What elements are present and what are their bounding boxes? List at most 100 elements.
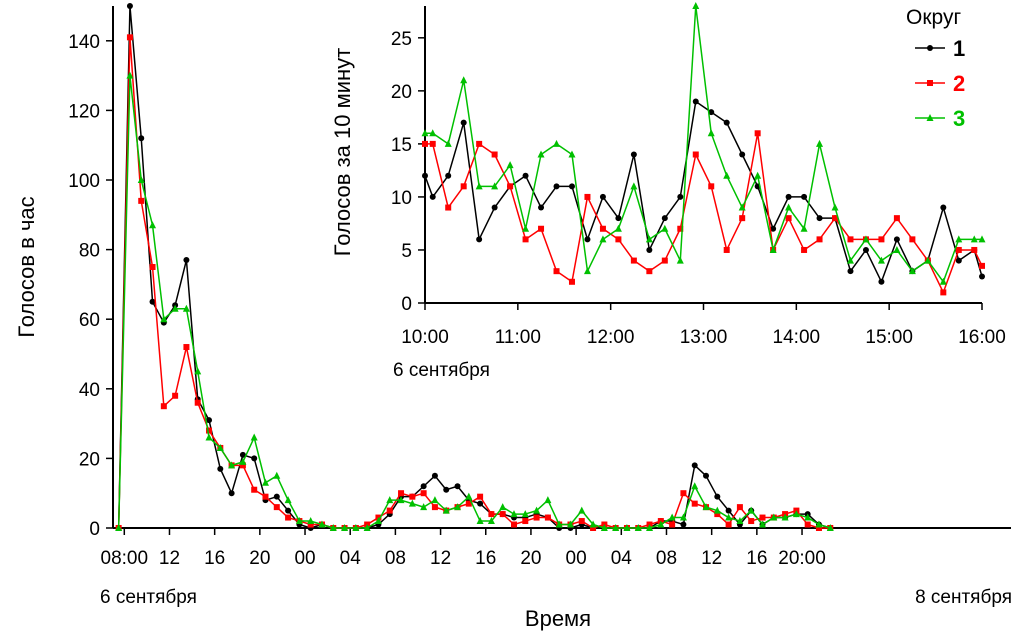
- main-data-point-1: [443, 486, 450, 493]
- inset-data-point-1: [460, 119, 467, 126]
- main-data-point-3: [555, 520, 563, 528]
- main-data-point-3: [149, 221, 157, 229]
- main-data-point-2: [522, 518, 529, 525]
- inset-data-point-2: [801, 246, 808, 253]
- inset-data-point-3: [816, 139, 824, 147]
- inset-data-point-2: [661, 257, 668, 264]
- inset-data-point-1: [584, 236, 591, 243]
- inset-data-point-3: [692, 2, 700, 9]
- main-y-tick-label: 60: [79, 310, 100, 331]
- inset-data-point-3: [754, 171, 762, 179]
- main-data-point-1: [126, 3, 133, 9]
- inset-data-point-3: [460, 76, 468, 84]
- main-data-point-1: [454, 483, 461, 490]
- inset-data-point-1: [522, 172, 529, 179]
- inset-data-point-3: [475, 182, 483, 190]
- main-data-point-3: [781, 513, 789, 521]
- main-x-tick-label: 20:00: [778, 548, 826, 569]
- inset-data-point-3: [978, 235, 986, 243]
- inset-data-point-2: [476, 140, 483, 147]
- main-data-point-2: [714, 511, 721, 518]
- main-data-point-3: [679, 513, 687, 521]
- main-data-point-3: [171, 304, 179, 312]
- main-data-point-3: [725, 513, 733, 521]
- inset-data-point-2: [940, 289, 947, 296]
- main-data-point-3: [205, 433, 213, 441]
- main-data-point-2: [499, 511, 506, 518]
- inset-data-point-3: [862, 235, 870, 243]
- inset-data-point-3: [645, 235, 653, 243]
- inset-data-point-3: [537, 150, 545, 158]
- inset-data-point-1: [940, 204, 947, 211]
- inset-y-tick-label: 0: [401, 294, 412, 315]
- main-data-point-3: [668, 513, 676, 521]
- main-y-tick-label: 100: [68, 171, 100, 192]
- main-data-point-3: [352, 524, 360, 531]
- main-data-point-3: [487, 517, 495, 525]
- inset-data-point-1: [739, 151, 746, 158]
- main-data-point-3: [239, 457, 247, 465]
- main-data-point-3: [770, 513, 778, 521]
- main-data-point-3: [250, 433, 258, 441]
- inset-data-point-3: [506, 161, 514, 169]
- main-y-tick-label: 80: [79, 241, 100, 262]
- inset-data-point-2: [507, 183, 514, 190]
- main-data-point-2: [126, 34, 133, 41]
- inset-x-tick-label: 16:00: [958, 327, 1006, 348]
- main-data-point-3: [454, 503, 462, 511]
- inset-data-point-1: [538, 204, 545, 211]
- main-x-axis-title: Время: [525, 606, 591, 631]
- main-x-tick-label: 16: [204, 548, 225, 569]
- main-series-line-1: [117, 5, 831, 529]
- inset-data-point-3: [429, 129, 437, 137]
- main-data-point-3: [792, 510, 800, 518]
- inset-data-point-1: [599, 193, 606, 200]
- inset-data-point-2: [445, 204, 452, 211]
- inset-data-point-2: [429, 140, 436, 147]
- main-data-point-1: [691, 462, 698, 469]
- inset-data-point-1: [847, 268, 854, 275]
- main-data-point-3: [702, 503, 710, 511]
- inset-data-point-1: [568, 183, 575, 190]
- inset-chart: 0 5 10 15 20 25 10:00 11:00 12:00 13:00 14:00 15:00…: [320, 0, 1016, 385]
- main-data-point-1: [703, 472, 710, 479]
- inset-data-point-1: [708, 109, 715, 116]
- inset-data-point-3: [924, 256, 932, 264]
- legend: Округ 1 2 3: [906, 6, 965, 131]
- main-data-point-1: [725, 507, 732, 514]
- main-x-tick-label: 12: [159, 548, 180, 569]
- main-data-point-3: [442, 506, 450, 514]
- main-data-point-2: [431, 504, 438, 511]
- main-data-point-2: [206, 427, 213, 434]
- main-data-point-3: [465, 492, 473, 500]
- legend-label-3: 3: [953, 106, 965, 131]
- inset-data-point-2: [422, 140, 428, 147]
- main-data-point-3: [228, 461, 236, 469]
- inset-data-point-1: [491, 204, 498, 211]
- legend-marker-3: [926, 114, 934, 121]
- main-data-point-3: [589, 520, 597, 528]
- inset-data-point-2: [847, 236, 854, 243]
- main-x-tick-label: 16: [475, 548, 496, 569]
- main-data-point-2: [172, 392, 179, 399]
- main-data-point-3: [657, 520, 665, 528]
- legend-label-2: 2: [953, 71, 965, 96]
- inset-data-point-3: [661, 224, 669, 232]
- main-data-point-3: [747, 506, 755, 514]
- main-data-point-3: [623, 524, 631, 531]
- inset-data-point-2: [971, 246, 978, 253]
- main-data-point-3: [691, 482, 699, 490]
- main-data-point-2: [488, 511, 495, 518]
- inset-data-point-3: [568, 150, 576, 158]
- inset-data-point-3: [908, 267, 916, 275]
- inset-data-point-1: [630, 151, 637, 158]
- main-data-point-1: [477, 500, 484, 507]
- main-data-point-3: [307, 517, 315, 525]
- inset-data-point-2: [909, 236, 916, 243]
- main-data-point-1: [206, 417, 213, 424]
- inset-data-point-2: [955, 246, 962, 253]
- inset-data-point-1: [692, 98, 699, 105]
- inset-data-point-2: [692, 151, 699, 158]
- main-data-point-1: [183, 257, 190, 264]
- inset-data-point-3: [444, 139, 452, 147]
